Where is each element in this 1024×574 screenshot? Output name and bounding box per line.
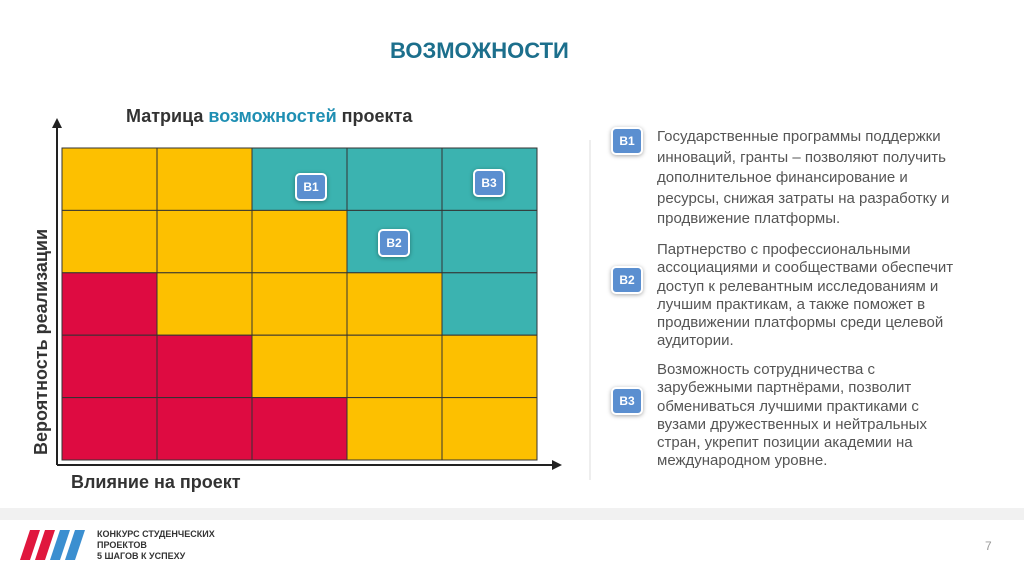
text-line: аудитории. — [657, 332, 734, 350]
text-line: ресурсы, снижая затраты на разработку и — [657, 189, 950, 207]
matrix-cell — [61, 397, 158, 461]
item-badge: B1 — [611, 127, 643, 155]
text-line: Партнерство с профессиональными — [657, 241, 911, 258]
matrix-cell — [61, 147, 158, 211]
page-number: 7 — [985, 539, 992, 553]
slide-title: ВОЗМОЖНОСТИ — [390, 38, 569, 63]
matrix-cell — [251, 209, 348, 274]
matrix-cell — [441, 272, 538, 336]
matrix-cell — [441, 334, 538, 399]
text-line: стран, укрепит позиции академии на — [657, 434, 913, 452]
logo — [20, 530, 85, 560]
y-arrow — [52, 118, 62, 128]
matrix-cell — [61, 209, 158, 274]
matrix-cell — [251, 272, 348, 336]
matrix-badge: B1 — [295, 173, 327, 201]
matrix-cell — [156, 272, 253, 336]
text-line: ассоциациями и сообществами обеспечит — [657, 259, 954, 277]
logo-text: КОНКУРС СТУДЕНЧЕСКИХ — [97, 529, 215, 539]
text-line: продвижение платформы. — [657, 210, 841, 227]
footer-band — [0, 508, 1024, 520]
text-line: Возможность сотрудничества с — [657, 361, 876, 378]
logo-text: ПРОЕКТОВ — [97, 540, 147, 550]
item-text: Возможность сотрудничества с зарубежными … — [657, 361, 927, 471]
matrix-cell — [346, 334, 443, 399]
item-text: Государственные программы поддержки иннов… — [657, 127, 949, 230]
matrix-badge: B2 — [378, 229, 410, 257]
matrix-cell — [61, 334, 158, 399]
y-label: Вероятность реализации — [31, 229, 51, 455]
matrix-cell — [156, 334, 253, 399]
matrix-cell — [251, 397, 348, 461]
text-line: дополнительное финансирование и — [657, 169, 908, 186]
matrix-cell — [346, 272, 443, 336]
text-line: зарубежными партнёрами, позволит — [657, 379, 912, 397]
text-line: инноваций, гранты – позволяют получить — [657, 148, 946, 166]
logo-text: 5 ШАГОВ К УСПЕХУ — [97, 551, 186, 561]
text-line: Государственные программы поддержки — [657, 128, 941, 145]
matrix-cell — [346, 147, 443, 211]
item-badge: B3 — [611, 387, 643, 415]
matrix-badge: B3 — [473, 169, 505, 197]
matrix-cell — [441, 397, 538, 461]
matrix-cell — [251, 334, 348, 399]
matrix-cell — [61, 272, 158, 336]
matrix-cell — [156, 209, 253, 274]
text-line: обмениваться лучшими практиками с — [657, 397, 919, 415]
text-line: доступ к релевантным исследованиям и — [657, 277, 939, 295]
matrix-cell — [156, 147, 253, 211]
matrix-cell — [441, 209, 538, 274]
item-text: Партнерство с профессиональными ассоциаци… — [657, 241, 953, 351]
text-line: международном уровне. — [657, 452, 828, 470]
text-line: вузами дружественных и нейтральных — [657, 415, 927, 433]
x-label: Влияние на проект — [71, 472, 241, 492]
matrix-title: Матрица возможностей проекта — [126, 106, 413, 126]
matrix-cell — [346, 397, 443, 461]
text-line: лучшим практикам, а также поможет в — [657, 295, 926, 313]
item-badge: B2 — [611, 266, 643, 294]
text-line: продвижении платформы среди целевой — [657, 314, 944, 332]
matrix-cell — [156, 397, 253, 461]
x-arrow — [552, 460, 562, 470]
